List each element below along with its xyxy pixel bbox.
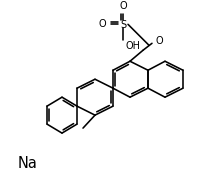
- Text: O: O: [119, 1, 127, 11]
- Text: O: O: [98, 19, 106, 29]
- Text: O: O: [155, 36, 163, 46]
- Text: Na: Na: [18, 155, 38, 171]
- Text: S: S: [120, 20, 126, 30]
- Text: OH: OH: [126, 41, 141, 51]
